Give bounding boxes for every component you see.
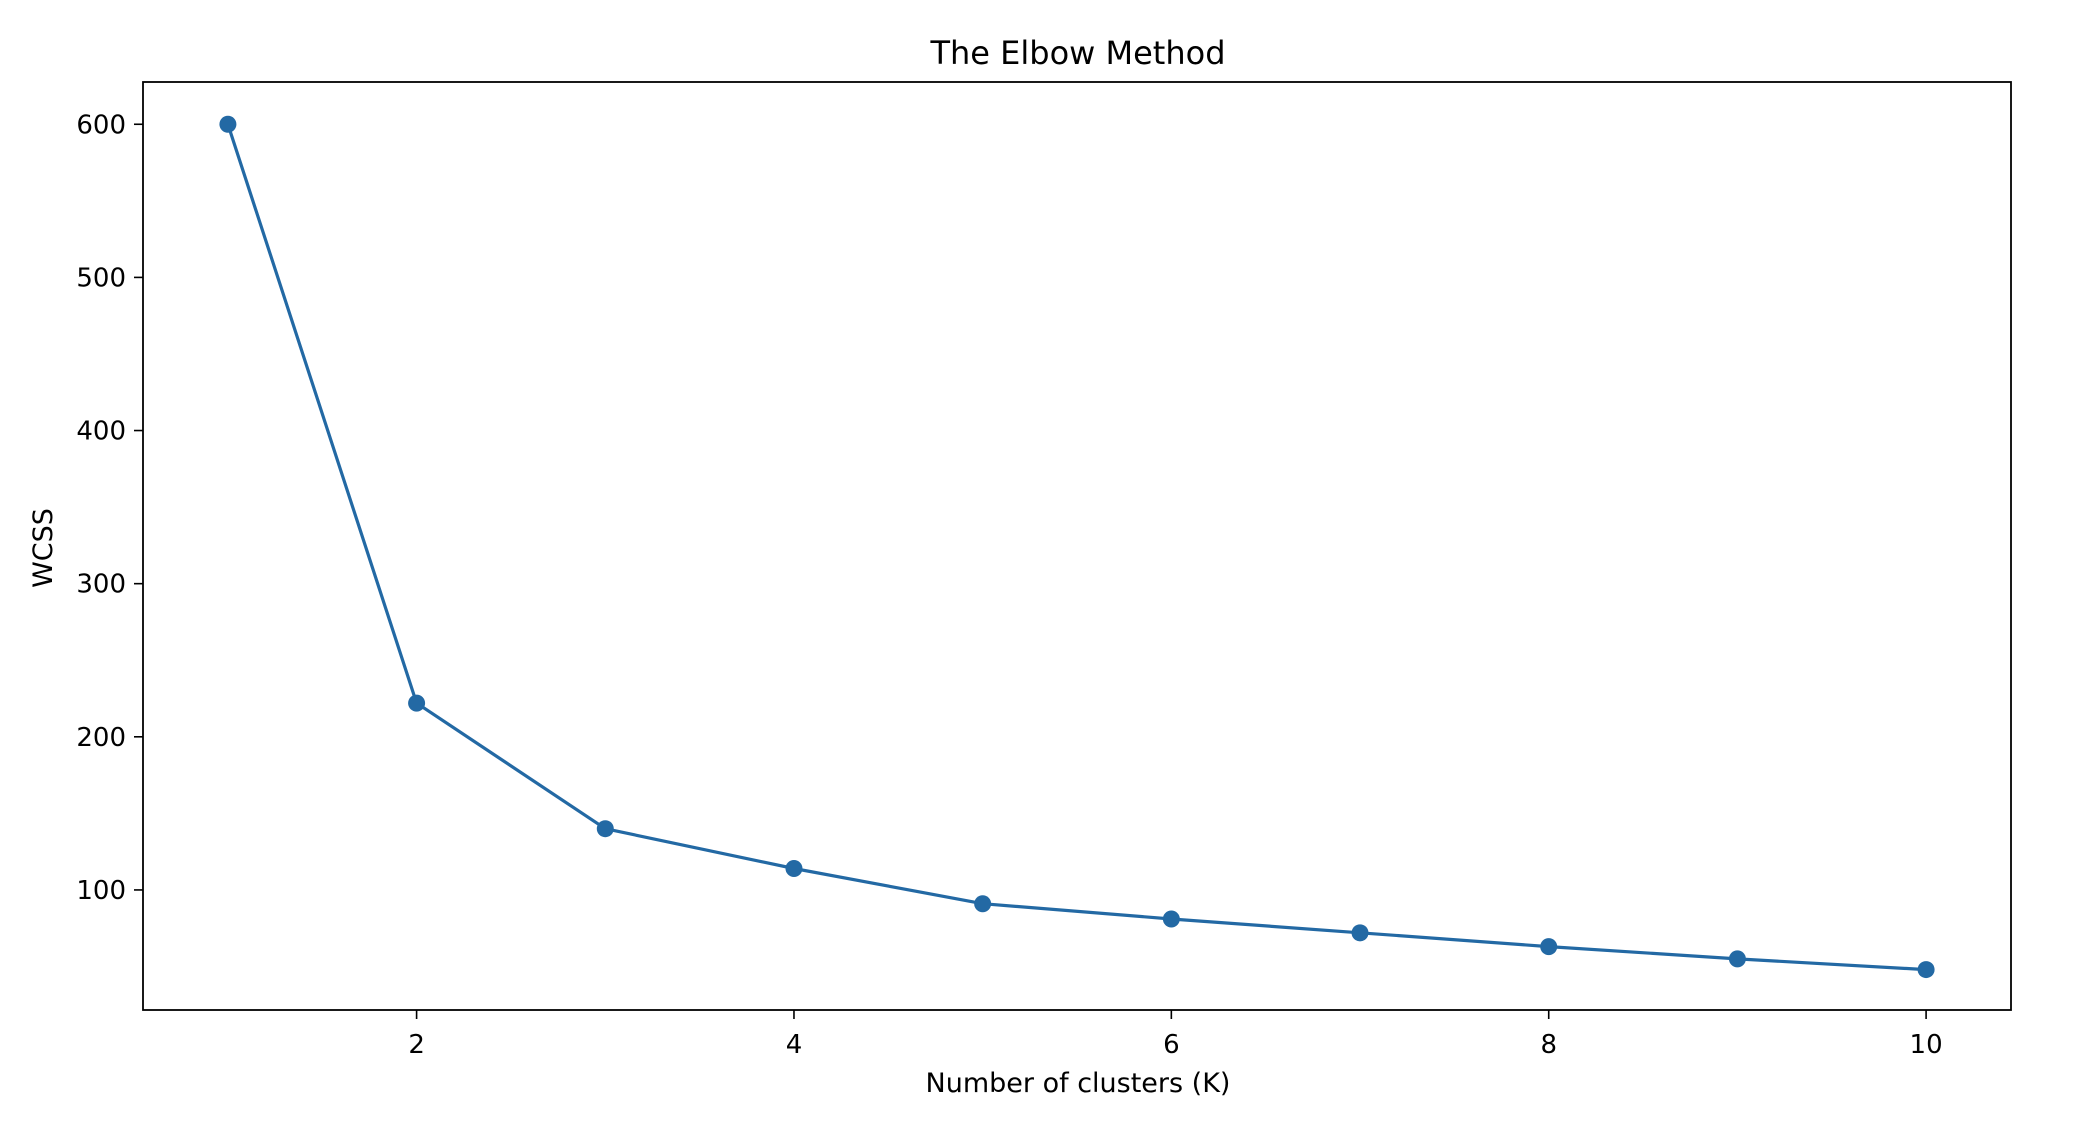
y-axis-label: WCSS [28, 508, 59, 588]
data-point [785, 860, 803, 878]
data-point [1540, 938, 1558, 956]
chart-title: The Elbow Method [929, 34, 1225, 72]
x-axis-label: Number of clusters (K) [926, 1068, 1231, 1099]
x-tick-label: 8 [1540, 1030, 1557, 1060]
plot-area: 2 4 6 8 10 100 200 300 400 500 600 [76, 81, 2012, 1060]
data-point [974, 895, 992, 913]
y-tick-label: 600 [76, 110, 126, 140]
y-tick-label: 200 [76, 723, 126, 753]
y-tick-label: 300 [76, 570, 126, 600]
data-point [1162, 910, 1180, 928]
plot-frame [142, 81, 2012, 1011]
y-tick-label: 400 [76, 417, 126, 447]
data-point [1728, 950, 1746, 968]
x-tick-label: 2 [408, 1030, 425, 1060]
data-point [408, 694, 426, 712]
x-tick-label: 10 [1910, 1030, 1943, 1060]
x-tick-label: 6 [1163, 1030, 1180, 1060]
y-tick-label: 100 [76, 876, 126, 906]
x-tick-label: 4 [786, 1030, 803, 1060]
y-tick-label: 500 [76, 263, 126, 293]
data-point [1917, 961, 1935, 979]
data-point [596, 820, 614, 838]
series-line [226, 123, 1927, 972]
data-point [219, 115, 237, 133]
data-point [1351, 924, 1369, 942]
